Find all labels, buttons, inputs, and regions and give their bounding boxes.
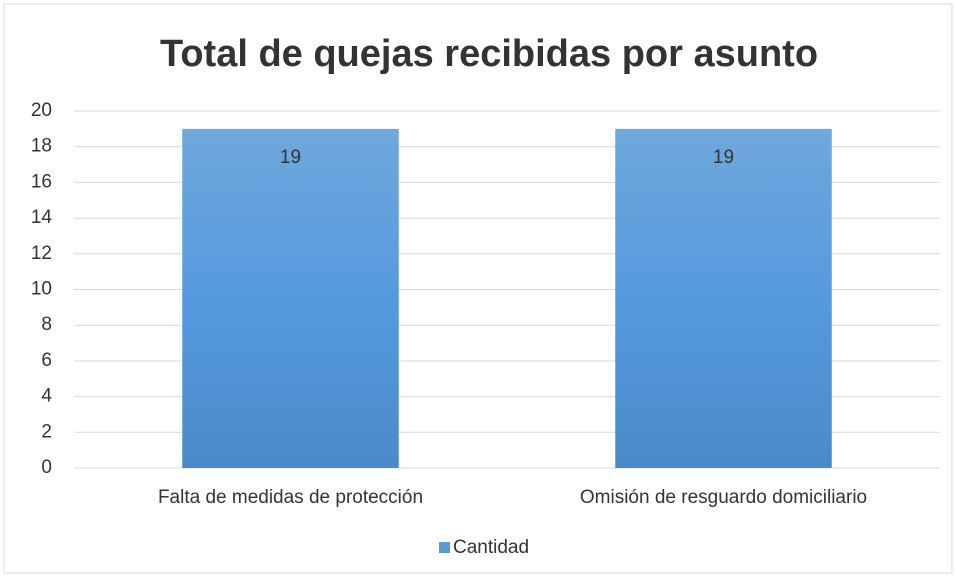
y-tick-label: 6 (41, 350, 52, 371)
y-tick-label: 12 (31, 243, 52, 264)
bar (182, 128, 399, 468)
y-tick-label: 0 (41, 457, 52, 478)
y-tick-label: 4 (41, 386, 52, 407)
x-tick-label: Omisión de resguardo domiciliario (580, 487, 867, 508)
y-tick-label: 8 (41, 314, 52, 335)
y-tick-label: 18 (31, 136, 52, 157)
y-tick-label: 10 (31, 279, 52, 300)
x-tick-label: Falta de medidas de protección (158, 487, 423, 508)
data-label: 19 (280, 147, 301, 168)
legend-swatch (439, 542, 450, 553)
y-tick-label: 14 (31, 207, 53, 228)
y-tick-label: 2 (41, 421, 52, 442)
y-tick-label: 20 (31, 100, 52, 121)
data-label: 19 (713, 147, 734, 168)
legend-label: Cantidad (453, 537, 529, 558)
y-tick-label: 16 (31, 171, 52, 192)
bar (615, 128, 832, 468)
chart-title: Total de quejas recibidas por asunto (160, 33, 818, 75)
